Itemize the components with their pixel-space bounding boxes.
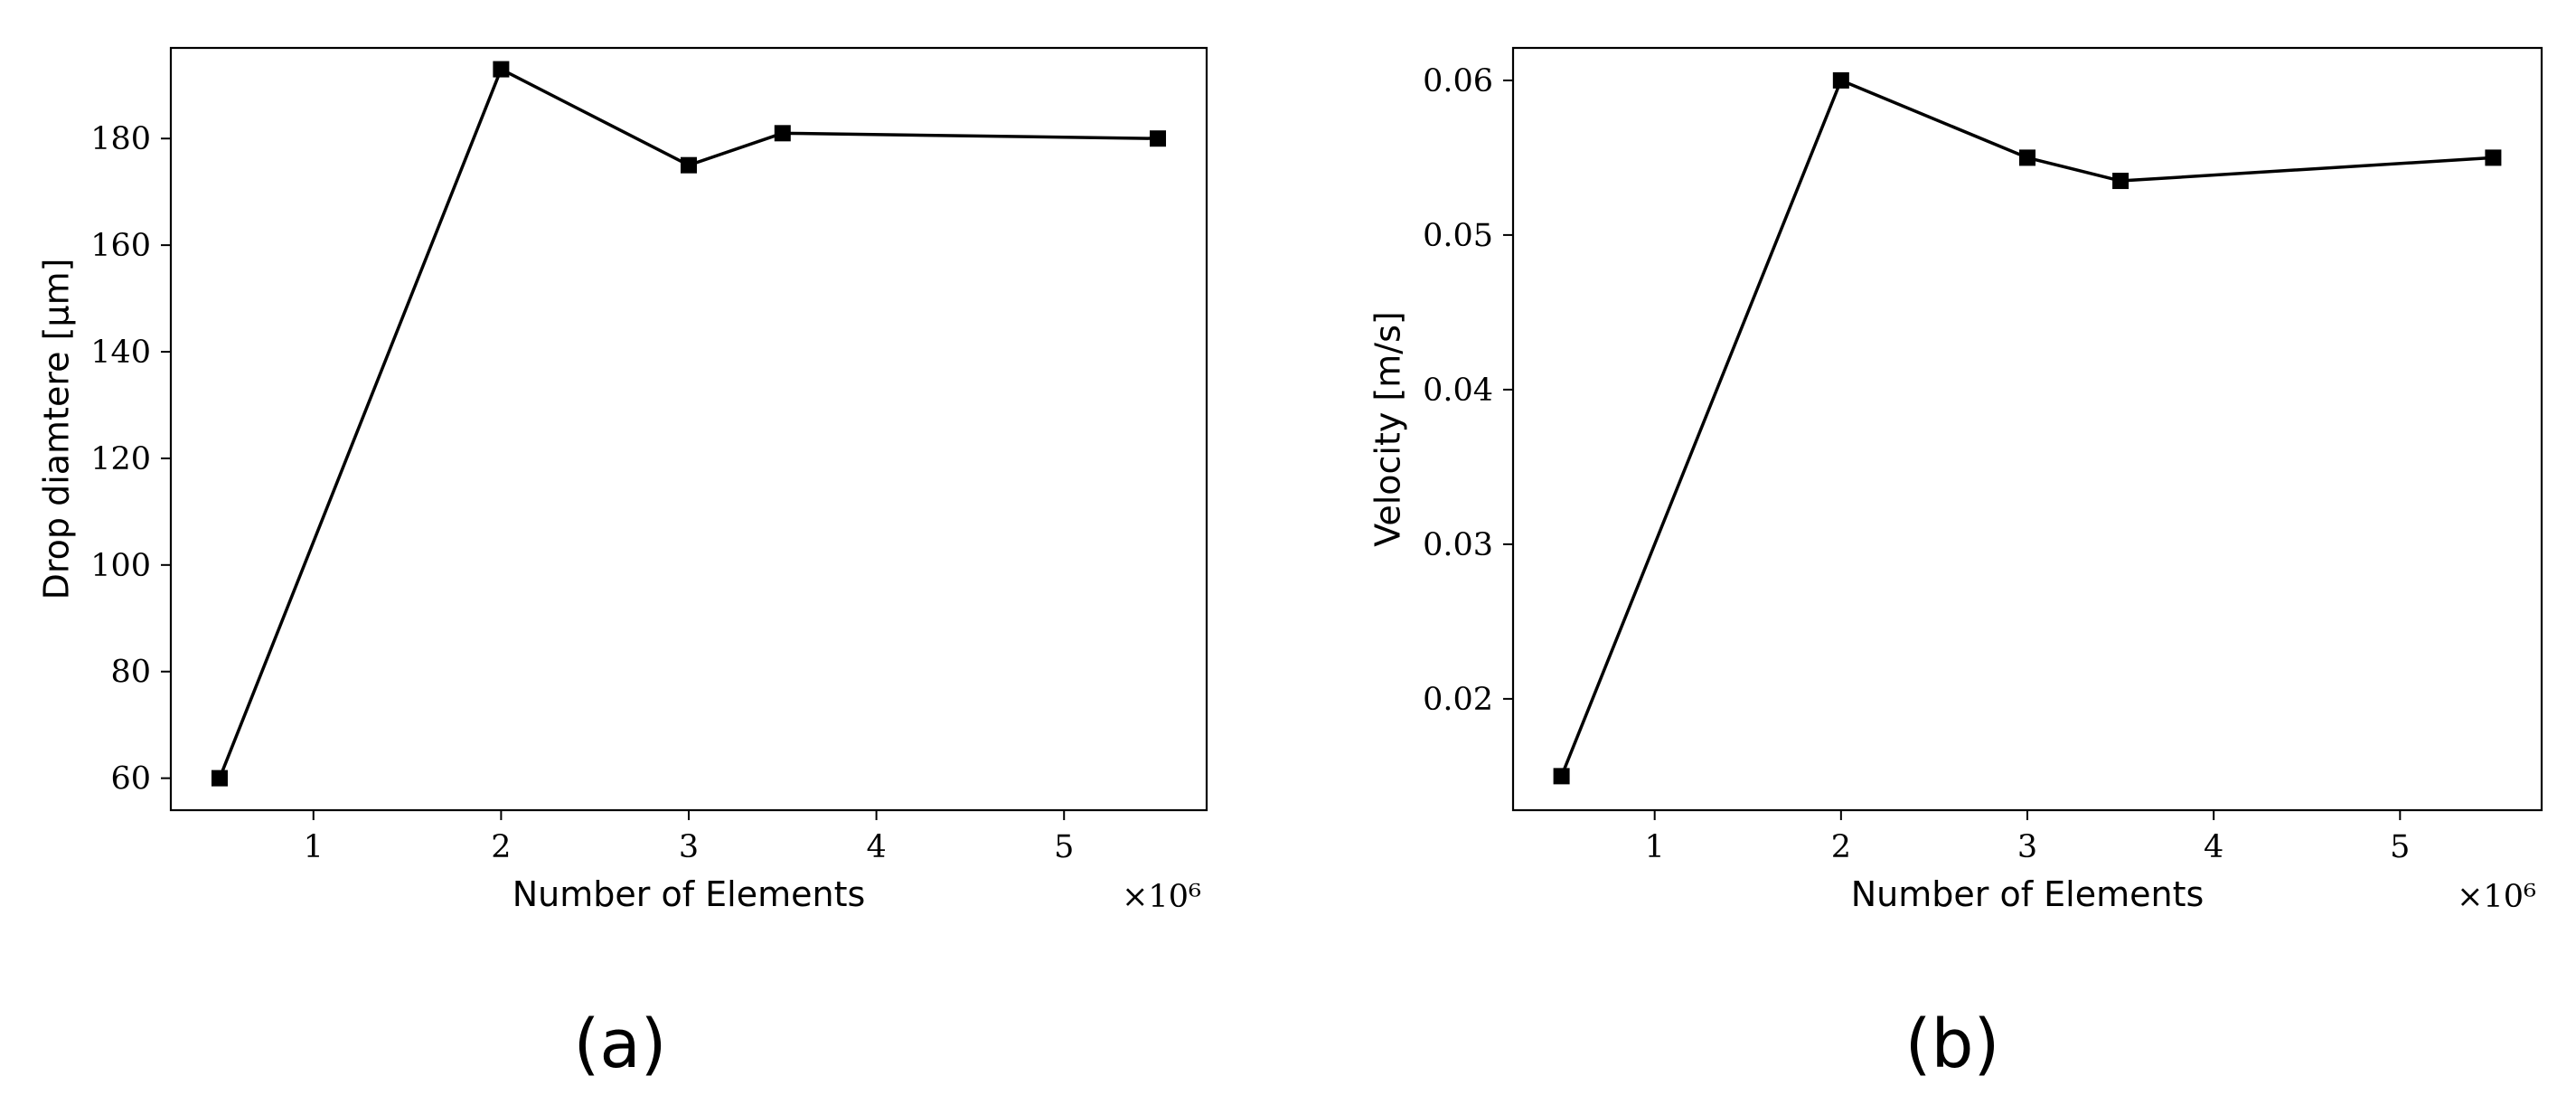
x-axis-ticks: 1 2 3 4 5 [1645,810,2410,865]
data-point-marker [2112,173,2129,190]
x-tick-label: 3 [2017,829,2037,865]
chart-panel-b: 1 2 3 4 5 0.02 0.03 0.04 0.05 0.06 Number of Ele… [1368,46,2543,1083]
y-tick-label: 100 [90,548,151,584]
x-tick-label: 5 [1054,829,1074,865]
series-line [218,67,1159,779]
y-tick-label: 160 [90,228,151,264]
x-axis-ticks: 1 2 3 4 5 [304,810,1074,865]
y-tick-label: 0.05 [1423,218,1493,254]
data-point-marker [1832,71,1849,89]
data-point-marker [681,156,697,174]
y-axis-label: Velocity [m/s] [1368,311,1408,546]
chart-panel-a: 1 2 3 4 5 60 80 100 120 140 160 180 Number of Elem… [37,46,1208,1083]
y-axis-ticks: 0.02 0.03 0.04 0.05 0.06 [1423,63,1513,718]
x-tick-label: 2 [491,829,511,865]
x-axis-multiplier: ×10⁶ [2457,879,2536,915]
x-tick-label: 1 [304,829,324,865]
y-tick-label: 120 [90,441,151,477]
y-tick-label: 0.02 [1423,682,1493,718]
x-tick-label: 4 [2204,829,2223,865]
data-point-marker [493,61,510,78]
y-tick-label: 180 [90,121,151,157]
x-axis-multiplier: ×10⁶ [1122,879,1201,915]
data-point-marker [2019,149,2035,166]
data-point-marker [2485,149,2502,166]
x-tick-label: 1 [1645,829,1665,865]
x-tick-label: 3 [679,829,699,865]
y-tick-label: 140 [90,335,151,371]
series-group [1553,71,2502,785]
x-tick-label: 2 [1831,829,1851,865]
series-group [211,61,1167,787]
data-point-marker [774,125,791,142]
x-axis-label: Number of Elements [512,874,866,914]
x-tick-label: 4 [866,829,886,865]
y-tick-label: 80 [110,655,151,691]
data-point-marker [211,769,228,787]
y-axis-ticks: 60 80 100 120 140 160 180 [90,121,171,798]
x-tick-label: 5 [2390,829,2410,865]
panel-caption-b: (b) [1905,1005,2000,1083]
x-axis-label: Number of Elements [1851,874,2205,914]
series-line [1559,79,2494,778]
y-tick-label: 0.03 [1423,527,1493,563]
y-axis-label: Drop diamtere [μm] [37,259,77,600]
y-tick-label: 0.04 [1423,373,1493,409]
y-tick-label: 60 [110,761,151,798]
data-point-marker [1150,130,1167,147]
y-tick-label: 0.06 [1423,63,1493,99]
data-point-marker [1553,768,1570,785]
panel-caption-a: (a) [573,1005,666,1083]
